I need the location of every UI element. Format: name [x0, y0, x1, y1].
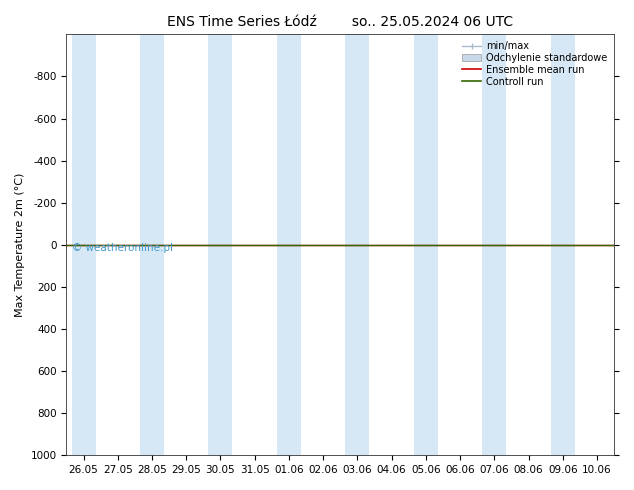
Bar	[72, 34, 96, 455]
Bar	[277, 34, 301, 455]
Legend: min/max, Odchylenie standardowe, Ensemble mean run, Controll run: min/max, Odchylenie standardowe, Ensembl…	[460, 39, 609, 89]
Bar	[551, 34, 575, 455]
Bar	[140, 34, 164, 455]
Bar	[346, 34, 370, 455]
Title: ENS Time Series Łódź        so.. 25.05.2024 06 UTC: ENS Time Series Łódź so.. 25.05.2024 06 …	[167, 15, 514, 29]
Bar	[414, 34, 438, 455]
Text: © weatheronline.pl: © weatheronline.pl	[72, 243, 173, 253]
Bar	[209, 34, 233, 455]
Bar	[482, 34, 507, 455]
Y-axis label: Max Temperature 2m (°C): Max Temperature 2m (°C)	[15, 172, 25, 317]
